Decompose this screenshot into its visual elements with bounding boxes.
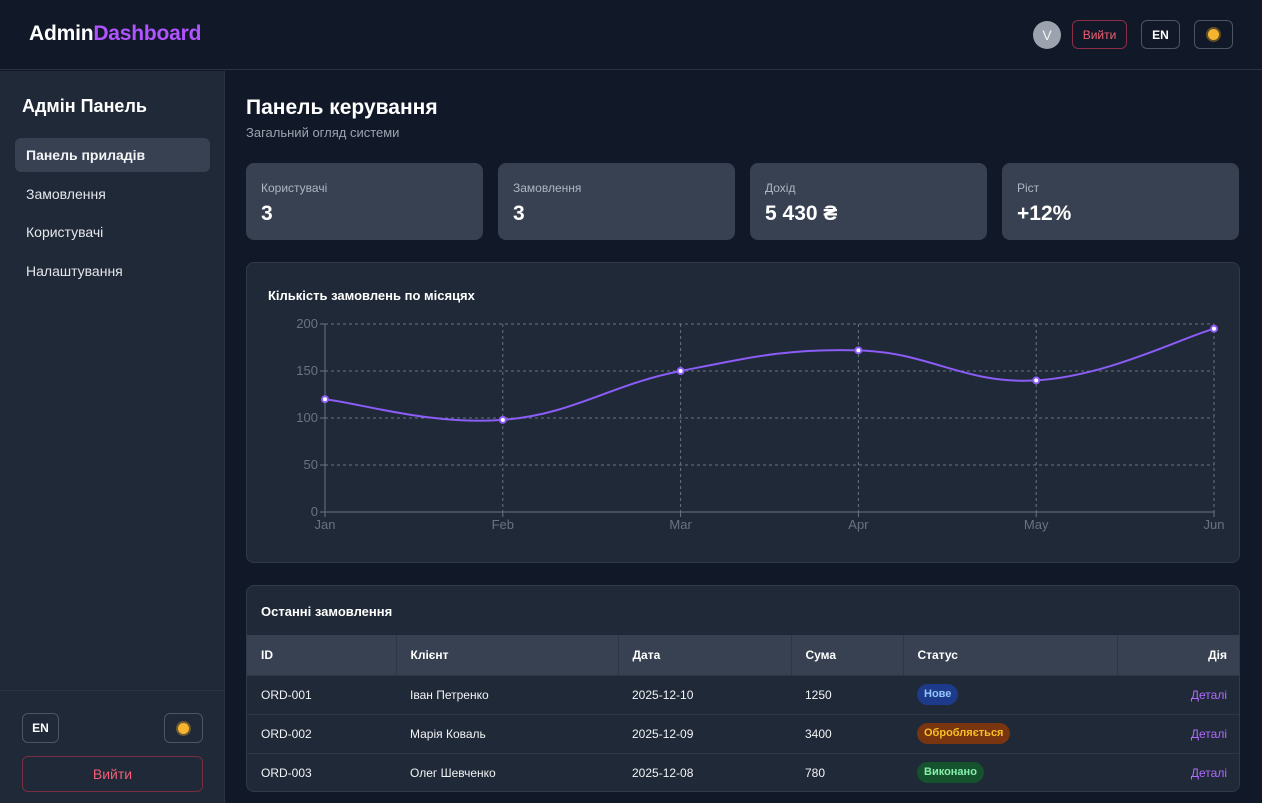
x-tick-label: Apr [848, 517, 869, 532]
order-sum: 780 [805, 765, 826, 780]
details-link[interactable]: Деталі [1190, 687, 1227, 702]
y-tick-label: 150 [296, 363, 318, 378]
page-title: Панель керування [246, 96, 438, 119]
data-point [1032, 376, 1041, 385]
order-sum: 3400 [805, 726, 832, 741]
x-tick-label: Mar [669, 517, 692, 532]
stat-card-revenue: Дохід 5 430 ₴ [750, 163, 987, 240]
orders-table: ID Клієнт Дата Сума Статус Дія ORD-001 І… [247, 635, 1239, 791]
order-sum: 1250 [805, 687, 832, 702]
table-header-row: ID Клієнт Дата Сума Статус Дія [247, 635, 1239, 675]
sidebar-item-settings[interactable]: Налаштування [15, 254, 210, 288]
order-action-cell: Деталі [1117, 714, 1239, 753]
sidebar-footer: EN Вийти [0, 690, 225, 803]
sidebar-theme-toggle[interactable] [164, 713, 203, 743]
sidebar-nav: Панель приладів Замовлення Користувачі Н… [15, 138, 210, 292]
sidebar-item-label: Користувачі [26, 224, 104, 240]
y-tick-label: 50 [304, 457, 318, 472]
stat-value: 3 [261, 202, 273, 225]
x-tick-label: May [1024, 517, 1049, 532]
header-theme-toggle[interactable] [1194, 20, 1233, 49]
column-header-sum[interactable]: Сума [791, 635, 904, 675]
stat-card-growth: Ріст +12% [1002, 163, 1239, 240]
recent-orders-card: Останні замовлення ID Клієнт Дата Сума С… [246, 585, 1240, 792]
data-point [321, 395, 329, 404]
brand-part-dashboard: Dashboard [93, 22, 202, 45]
status-badge: Виконано [917, 762, 984, 784]
data-point [676, 367, 685, 375]
sidebar-logout-button[interactable]: Вийти [22, 756, 203, 792]
stat-card-users: Користувачі 3 [246, 163, 483, 240]
sidebar-item-users[interactable]: Користувачі [15, 215, 210, 249]
orders-line-chart: 0 50 100 150 200 Jan Feb Mar Apr May Jun [296, 316, 1225, 532]
column-header-client[interactable]: Клієнт [396, 635, 619, 675]
status-badge: Обробляється [917, 723, 1011, 744]
data-point [854, 346, 863, 355]
order-client: Олег Шевченко [410, 765, 496, 780]
stat-label: Замовлення [513, 181, 582, 195]
order-date: 2025-12-08 [632, 765, 694, 780]
stat-value: +12% [1017, 202, 1072, 225]
page-subtitle: Загальний огляд системи [246, 125, 400, 140]
data-point [1210, 324, 1218, 333]
stat-value: 5 430 ₴ [765, 202, 838, 225]
order-date: 2025-12-10 [632, 687, 694, 702]
column-header-date[interactable]: Дата [618, 635, 792, 675]
sidebar-language-button[interactable]: EN [22, 713, 59, 743]
x-tick-label: Jun [1204, 517, 1225, 532]
sidebar-item-label: Замовлення [26, 185, 106, 202]
header-language-button[interactable]: EN [1141, 20, 1180, 49]
table-row: ORD-002 Марія Коваль 2025-12-09 3400 Обр… [247, 714, 1239, 753]
y-tick-label: 100 [296, 410, 318, 425]
sun-icon [1208, 29, 1219, 40]
sidebar-title: Адмін Панель [22, 96, 147, 116]
table-row: ORD-001 Іван Петренко 2025-12-10 1250 Но… [247, 675, 1239, 714]
order-id: ORD-003 [261, 765, 312, 780]
status-badge: Нове [917, 684, 959, 705]
stat-label: Користувачі [261, 181, 328, 195]
order-action-cell: Деталі [1117, 753, 1239, 791]
sun-icon [178, 722, 189, 734]
order-status-cell: Нове [903, 675, 1117, 714]
sidebar: Адмін Панель Панель приладів Замовлення … [0, 71, 225, 803]
chart-title: Кількість замовлень по місяцях [268, 288, 475, 303]
sidebar-item-label: Налаштування [26, 262, 123, 279]
stat-label: Ріст [1017, 181, 1040, 195]
header-logout-button[interactable]: Вийти [1072, 20, 1127, 49]
order-client: Марія Коваль [410, 726, 486, 741]
column-header-status[interactable]: Статус [903, 635, 1118, 675]
top-bar: AdminDashboard V Вийти EN [0, 0, 1262, 70]
order-status-cell: Обробляється [903, 714, 1117, 753]
stat-value: 3 [513, 202, 525, 225]
order-status-cell: Виконано [903, 753, 1117, 791]
x-tick-label: Jan [315, 517, 336, 532]
order-client: Іван Петренко [410, 687, 489, 702]
order-id: ORD-002 [261, 726, 312, 741]
column-header-id[interactable]: ID [247, 635, 397, 675]
avatar[interactable]: V [1033, 21, 1061, 49]
series-line [324, 327, 1215, 422]
order-id: ORD-001 [261, 687, 312, 702]
column-header-action[interactable]: Дія [1208, 647, 1227, 662]
details-link[interactable]: Деталі [1190, 726, 1227, 741]
stat-label: Дохід [765, 181, 796, 195]
orders-title: Останні замовлення [261, 604, 393, 619]
sidebar-item-dashboard[interactable]: Панель приладів [15, 138, 210, 172]
brand-part-admin: Admin [29, 22, 94, 45]
sidebar-item-orders[interactable]: Замовлення [15, 177, 210, 211]
order-action-cell: Деталі [1117, 675, 1239, 714]
order-date: 2025-12-09 [632, 726, 694, 741]
y-tick-label: 0 [311, 504, 318, 519]
stat-card-orders: Замовлення 3 [498, 163, 735, 240]
data-point [498, 415, 507, 424]
orders-chart-card: 0 50 100 150 200 Jan Feb Mar Apr May Jun Кількість… [246, 262, 1240, 563]
sidebar-item-label: Панель приладів [26, 147, 146, 163]
brand-logo[interactable]: AdminDashboard [29, 22, 201, 46]
details-link[interactable]: Деталі [1190, 765, 1227, 780]
y-tick-label: 200 [296, 316, 318, 331]
x-tick-label: Feb [492, 517, 514, 532]
table-row: ORD-003 Олег Шевченко 2025-12-08 780 Вик… [247, 753, 1239, 791]
